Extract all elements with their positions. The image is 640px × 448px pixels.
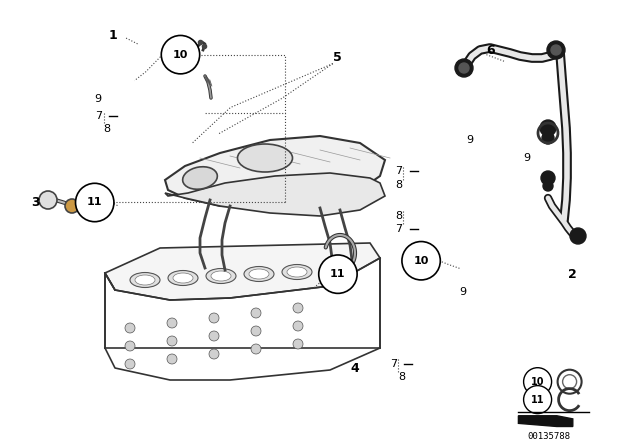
Circle shape [251,344,261,354]
Text: 8: 8 [396,180,403,190]
Ellipse shape [325,265,345,275]
Ellipse shape [320,263,350,277]
Ellipse shape [249,269,269,279]
Ellipse shape [173,273,193,283]
Text: 7: 7 [396,166,403,176]
Text: 2: 2 [568,267,577,281]
Circle shape [319,255,357,293]
Ellipse shape [130,272,160,288]
Circle shape [543,181,553,191]
Text: 6: 6 [486,43,495,57]
Text: 10: 10 [413,256,429,266]
Text: 8: 8 [398,372,405,382]
Text: 7: 7 [95,111,102,121]
Circle shape [459,63,469,73]
Circle shape [167,318,177,328]
Text: 7: 7 [390,359,397,369]
Text: 1: 1 [109,29,118,43]
Circle shape [563,375,577,389]
Polygon shape [165,136,385,208]
Ellipse shape [206,268,236,284]
Circle shape [551,45,561,55]
Circle shape [209,313,219,323]
Circle shape [402,241,440,280]
Polygon shape [105,243,380,300]
Circle shape [524,368,552,396]
Circle shape [167,336,177,346]
Text: 10: 10 [531,377,545,387]
Circle shape [455,59,473,77]
Ellipse shape [182,167,218,189]
Text: 11: 11 [330,269,346,279]
Text: 3: 3 [31,196,39,209]
Ellipse shape [244,267,274,281]
Circle shape [293,321,303,331]
Polygon shape [165,173,385,216]
Text: 10: 10 [173,50,188,60]
Ellipse shape [287,267,307,277]
Circle shape [293,339,303,349]
Text: 9: 9 [466,135,473,145]
Circle shape [125,359,135,369]
Text: 11: 11 [531,395,545,405]
Ellipse shape [168,271,198,285]
Circle shape [540,120,556,136]
Circle shape [542,132,554,144]
Text: 5: 5 [333,51,342,64]
Circle shape [39,191,57,209]
Polygon shape [518,416,573,426]
Text: 11: 11 [87,198,102,207]
Circle shape [547,41,565,59]
Circle shape [209,331,219,341]
Circle shape [65,199,79,213]
Circle shape [161,35,200,74]
Text: 9: 9 [460,287,467,297]
Circle shape [293,303,303,313]
Text: 7: 7 [396,224,403,234]
Circle shape [76,183,114,222]
Text: 00135788: 00135788 [527,432,571,441]
Text: 4: 4 [351,362,360,375]
Circle shape [251,308,261,318]
Text: 8: 8 [104,124,111,134]
Circle shape [524,386,552,414]
Ellipse shape [282,264,312,280]
Circle shape [541,171,555,185]
Text: 8: 8 [396,211,403,221]
Circle shape [125,341,135,351]
Circle shape [251,326,261,336]
Circle shape [557,370,582,394]
Circle shape [570,228,586,244]
Ellipse shape [237,144,292,172]
Text: 9: 9 [524,153,531,163]
Ellipse shape [135,275,155,285]
Ellipse shape [211,271,231,281]
Circle shape [125,323,135,333]
Circle shape [209,349,219,359]
Text: 9: 9 [95,95,102,104]
Circle shape [167,354,177,364]
